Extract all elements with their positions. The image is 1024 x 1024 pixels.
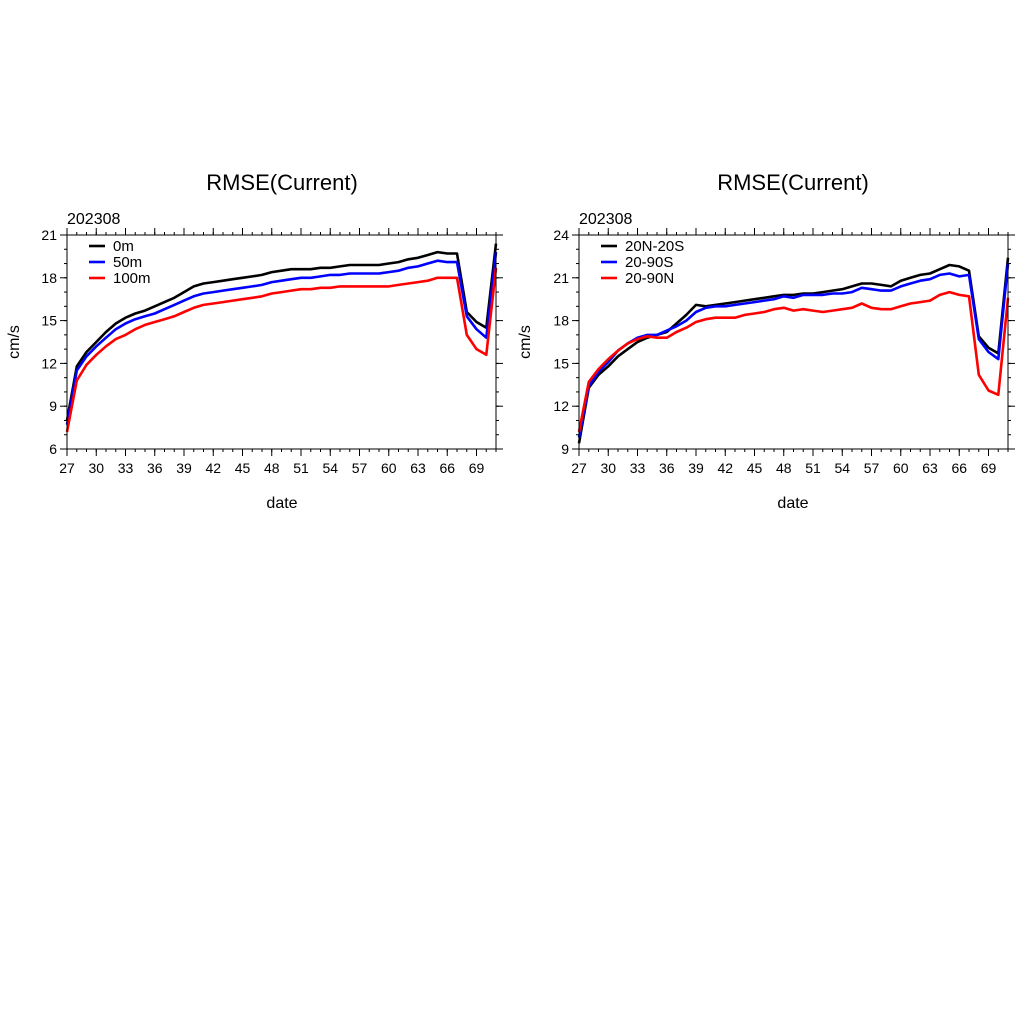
legend-label: 100m (113, 270, 151, 287)
y-axis-label: cm/s (6, 325, 23, 359)
y-tick-label: 18 (553, 313, 569, 329)
x-tick-label: 60 (893, 460, 909, 476)
x-tick-labels: 27 30 33 36 39 42 45 48 51 54 57 60 63 66 69 (571, 460, 996, 476)
chart-panel-current-depth: RMSE(Current) 202308 date cm/s 27 30 33 36 3… (6, 170, 503, 512)
y-tick-label: 12 (41, 355, 57, 371)
x-tick-label: 30 (88, 460, 104, 476)
series-lines (65, 243, 498, 433)
y-tick-label: 9 (561, 441, 569, 457)
legend-label: 50m (113, 254, 142, 271)
x-tick-label: 33 (118, 460, 134, 476)
x-tick-label: 42 (717, 460, 733, 476)
series-line-1 (577, 263, 1010, 438)
y-tick-label: 9 (49, 398, 57, 414)
x-tick-label: 51 (293, 460, 309, 476)
x-tick-label: 51 (805, 460, 821, 476)
plot-frame (66, 234, 497, 450)
series-line-2 (577, 290, 1010, 433)
x-tick-label: 39 (176, 460, 192, 476)
x-tick-labels: 27 30 33 36 39 42 45 48 51 54 57 60 63 66 69 (59, 460, 484, 476)
x-tick-label: 57 (352, 460, 368, 476)
x-tick-label: 66 (951, 460, 967, 476)
chart-subtitle: 202308 (67, 211, 120, 228)
y-tick-label: 21 (41, 227, 57, 243)
x-tick-label: 30 (600, 460, 616, 476)
y-tick-label: 12 (553, 398, 569, 414)
x-axis-label: date (266, 495, 297, 512)
x-tick-label: 57 (864, 460, 880, 476)
x-tick-label: 63 (410, 460, 426, 476)
series-line-0 (65, 243, 498, 421)
series-line-1 (65, 251, 498, 425)
x-tick-label: 48 (264, 460, 280, 476)
x-tick-label: 63 (922, 460, 938, 476)
x-tick-label: 33 (630, 460, 646, 476)
x-tick-label: 45 (235, 460, 251, 476)
x-tick-label: 54 (834, 460, 850, 476)
x-tick-label: 69 (981, 460, 997, 476)
x-axis-label: date (777, 495, 808, 512)
y-tick-label: 24 (553, 227, 569, 243)
chart-title: RMSE(Current) (717, 170, 869, 195)
x-tick-label: 42 (205, 460, 221, 476)
x-tick-label: 69 (469, 460, 485, 476)
y-tick-label: 18 (41, 270, 57, 286)
y-tick-label: 15 (553, 355, 569, 371)
y-tick-labels: 6 9 12 15 18 21 (41, 227, 57, 457)
x-tick-label: 45 (747, 460, 763, 476)
chart-subtitle: 202308 (579, 211, 632, 228)
chart-panel-current-region: RMSE(Current) 202308 date cm/s 27 30 33 36 3… (517, 170, 1015, 512)
x-tick-label: 36 (147, 460, 163, 476)
chart-title: RMSE(Current) (206, 170, 358, 195)
x-tick-label: 36 (659, 460, 675, 476)
legend-label: 20-90N (625, 270, 674, 287)
legend-label: 20N-20S (625, 238, 684, 255)
x-tick-label: 27 (571, 460, 587, 476)
x-tick-label: 48 (776, 460, 792, 476)
y-tick-label: 15 (41, 313, 57, 329)
x-tick-label: 39 (688, 460, 704, 476)
legend-label: 20-90S (625, 254, 673, 271)
legend-label: 0m (113, 238, 134, 255)
plot-frame (578, 234, 1009, 450)
series-lines (577, 257, 1010, 444)
y-axis-label: cm/s (517, 325, 534, 359)
x-tick-label: 66 (439, 460, 455, 476)
x-tick-label: 27 (59, 460, 75, 476)
x-tick-label: 54 (322, 460, 338, 476)
y-tick-label: 6 (49, 441, 57, 457)
x-tick-label: 60 (381, 460, 397, 476)
y-tick-labels: 9 12 15 18 21 24 (553, 227, 569, 457)
series-line-2 (65, 267, 498, 433)
y-tick-label: 21 (553, 270, 569, 286)
